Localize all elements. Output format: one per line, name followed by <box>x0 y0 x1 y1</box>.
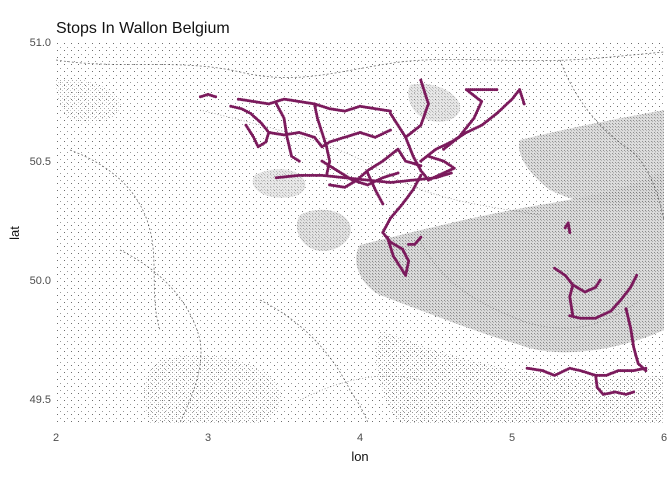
x-tick-label: 6 <box>661 432 667 444</box>
x-axis-label: lon <box>351 449 368 464</box>
stop-point <box>214 95 218 99</box>
basemap-terrain-west <box>56 78 121 123</box>
stop-point <box>600 373 604 377</box>
stop-point <box>632 390 636 394</box>
stop-point <box>598 278 602 282</box>
stop-point <box>396 171 400 175</box>
stop-point <box>495 88 499 92</box>
stop-point <box>644 369 648 373</box>
basemap-terrain-south <box>376 330 664 423</box>
stop-point <box>522 102 526 106</box>
stop-point <box>388 128 392 132</box>
stop-point <box>314 173 318 177</box>
stop-point <box>483 88 487 92</box>
y-axis-label: lat <box>7 226 22 240</box>
basemap-terrain-east <box>519 110 664 206</box>
y-axis-ticks: 49.5 50.0 50.5 51.0 <box>30 37 51 406</box>
stop-point <box>312 173 316 177</box>
stop-point <box>475 88 478 92</box>
stop-point <box>385 235 389 239</box>
basemap-boundaries <box>56 51 664 423</box>
basemap-rivers <box>199 109 641 401</box>
stop-point <box>381 202 385 206</box>
stop-point <box>598 373 602 377</box>
x-tick-label: 3 <box>205 432 211 444</box>
basemap <box>56 42 664 423</box>
basemap-terrain-north <box>408 83 461 122</box>
basemap-terrain-ardennes <box>356 170 664 353</box>
stop-point <box>318 173 322 177</box>
stop-point <box>244 123 248 127</box>
x-tick-label: 5 <box>509 432 515 444</box>
y-tick-label: 49.5 <box>30 394 51 406</box>
stop-point <box>449 171 453 175</box>
stop-point <box>568 231 572 234</box>
stop-point <box>301 173 305 177</box>
stop-point <box>303 173 307 177</box>
stop-point <box>407 242 411 246</box>
stop-point <box>306 173 309 177</box>
stop-point <box>297 159 301 163</box>
stop-point <box>466 88 470 92</box>
stop-point <box>596 373 600 377</box>
y-tick-label: 51.0 <box>30 37 51 49</box>
stop-point <box>491 88 495 92</box>
x-tick-label: 2 <box>53 432 59 444</box>
stop-point <box>297 173 301 177</box>
stop-point <box>310 173 314 177</box>
basemap-terrain-center <box>296 209 351 251</box>
chart-title: Stops In Wallon Belgium <box>56 20 230 37</box>
stop-point <box>602 373 606 377</box>
stop-point <box>419 235 423 239</box>
basemap-terrain-southwest <box>143 355 281 423</box>
y-tick-label: 50.0 <box>30 275 51 287</box>
stop-point <box>644 366 648 370</box>
x-tick-label: 4 <box>357 432 363 444</box>
y-tick-label: 50.5 <box>30 156 51 168</box>
stop-point <box>635 273 639 277</box>
stops-layer <box>198 78 648 396</box>
stop-point <box>388 109 392 113</box>
stop-point <box>419 78 423 82</box>
x-axis-ticks: 2 3 4 5 6 <box>53 432 667 444</box>
